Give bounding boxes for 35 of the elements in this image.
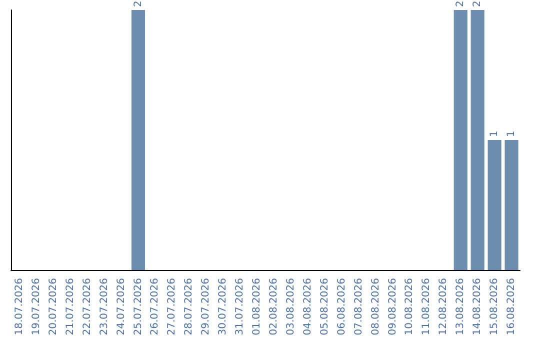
data-label: 2 xyxy=(132,0,144,7)
x-tick-label: 08.08.2026 xyxy=(370,278,382,336)
x-tick-label: 14.08.2026 xyxy=(472,278,484,336)
x-tick-label: 27.07.2026 xyxy=(166,278,178,336)
x-tick-label: 23.07.2026 xyxy=(98,278,110,336)
data-label: 1 xyxy=(506,130,518,137)
x-tick-label: 04.08.2026 xyxy=(302,278,314,336)
x-tick-label: 05.08.2026 xyxy=(319,278,330,336)
x-tick-label: 25.07.2026 xyxy=(132,278,144,336)
x-tick-label: 31.07.2026 xyxy=(234,278,246,336)
x-tick-label: 13.08.2026 xyxy=(455,278,466,336)
x-tick-label: 21.07.2026 xyxy=(64,278,76,336)
data-label: 2 xyxy=(455,0,466,7)
x-tick-label: 15.08.2026 xyxy=(489,278,500,336)
x-tick-label: 16.08.2026 xyxy=(506,278,518,336)
data-label: 1 xyxy=(489,130,500,137)
x-tick-label: 11.08.2026 xyxy=(421,278,432,336)
x-tick-label: 19.07.2026 xyxy=(30,278,42,336)
x-tick-label: 24.07.2026 xyxy=(116,278,127,336)
x-tick-label: 02.08.2026 xyxy=(268,278,280,336)
x-tick-label: 09.08.2026 xyxy=(387,278,398,336)
x-tick-label: 30.07.2026 xyxy=(218,278,229,336)
x-tick-label: 18.07.2026 xyxy=(14,278,25,336)
data-label: 2 xyxy=(472,0,484,7)
x-tick-label: 12.08.2026 xyxy=(438,278,450,336)
x-tick-label: 20.07.2026 xyxy=(48,278,59,336)
x-tick-label: 07.08.2026 xyxy=(353,278,364,336)
x-tick-label: 28.07.2026 xyxy=(184,278,195,336)
x-tick-label: 26.07.2026 xyxy=(150,278,161,336)
x-tick-label: 06.08.2026 xyxy=(336,278,348,336)
x-tick-label: 29.07.2026 xyxy=(200,278,212,336)
x-tick-label: 03.08.2026 xyxy=(285,278,296,336)
x-tick-label: 10.08.2026 xyxy=(404,278,416,336)
x-tick-label: 01.08.2026 xyxy=(252,278,263,336)
x-tick-label: 22.07.2026 xyxy=(82,278,93,336)
